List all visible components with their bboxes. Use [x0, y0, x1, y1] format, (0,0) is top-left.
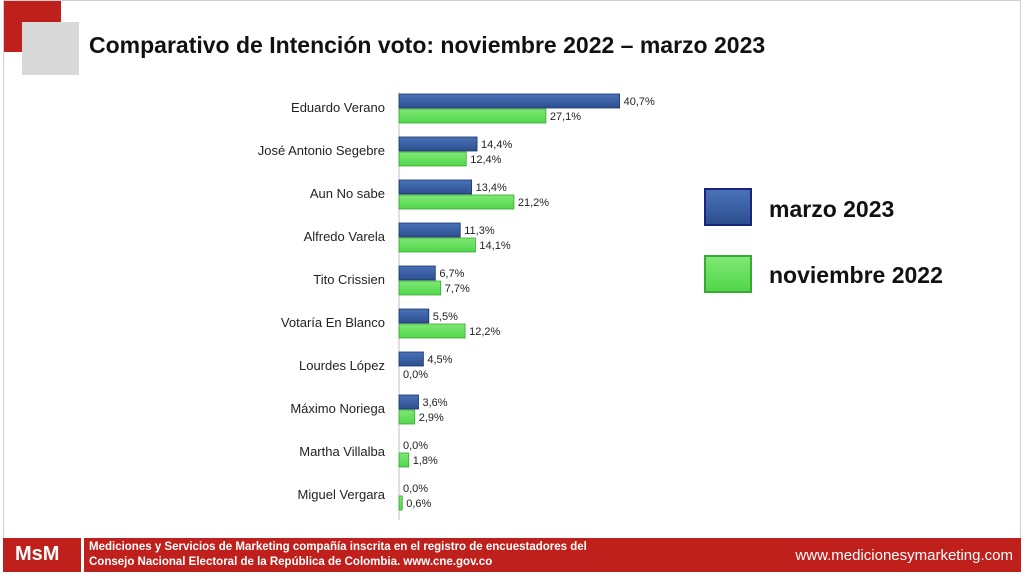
legend-label-noviembre: noviembre 2022	[769, 262, 943, 288]
data-label: 12,2%	[469, 326, 500, 338]
bar-noviembre	[398, 323, 466, 339]
bar-marzo	[398, 179, 473, 195]
category-label: Aun No sabe	[310, 186, 385, 201]
data-label: 14,1%	[479, 240, 510, 252]
legend-swatch-marzo	[704, 188, 752, 226]
bar-noviembre	[398, 409, 416, 425]
bar-noviembre	[398, 151, 467, 167]
bar-marzo	[398, 136, 478, 152]
bar-noviembre	[398, 280, 442, 296]
legend-swatch-noviembre	[704, 255, 752, 293]
data-label: 3,6%	[423, 397, 448, 409]
data-label: 0,0%	[403, 483, 428, 495]
website-link[interactable]: www.medicionesymarketing.com	[795, 547, 1013, 564]
bar-noviembre	[398, 108, 547, 124]
footer-divider	[81, 538, 84, 572]
category-label: Máximo Noriega	[290, 401, 385, 416]
bar-noviembre	[398, 495, 403, 511]
corner-gray-block	[22, 22, 79, 75]
data-label: 27,1%	[550, 111, 581, 123]
bar-noviembre	[398, 452, 410, 468]
category-label: José Antonio Segebre	[258, 143, 385, 158]
data-label: 4,5%	[427, 354, 452, 366]
category-label: Martha Villalba	[299, 444, 386, 459]
chart-title: Comparativo de Intención voto: noviembre…	[89, 32, 766, 58]
category-label: Alfredo Varela	[304, 229, 386, 244]
bar-marzo	[398, 308, 430, 324]
data-label: 7,7%	[445, 283, 470, 295]
bar-marzo	[398, 93, 620, 109]
data-label: 11,3%	[464, 225, 495, 237]
data-label: 40,7%	[624, 96, 655, 108]
bar-noviembre	[398, 194, 515, 210]
bar-marzo	[398, 265, 436, 281]
bar-noviembre	[398, 237, 476, 253]
category-label: Miguel Vergara	[298, 487, 386, 502]
footer-line-1: Mediciones y Servicios de Marketing comp…	[89, 541, 587, 553]
bar-marzo	[398, 351, 424, 367]
data-label: 2,9%	[419, 412, 444, 424]
data-label: 14,4%	[481, 139, 512, 151]
data-label: 12,4%	[470, 154, 501, 166]
data-label: 0,0%	[403, 440, 428, 452]
footer-bar: MsM Mediciones y Servicios de Marketing …	[3, 538, 1021, 572]
bar-marzo	[398, 222, 461, 238]
data-label: 13,4%	[476, 182, 507, 194]
data-label: 1,8%	[413, 455, 438, 467]
footer-line-2: Consejo Nacional Electoral de la Repúbli…	[89, 556, 493, 568]
data-label: 5,5%	[433, 311, 458, 323]
category-label: Tito Crissien	[313, 272, 385, 287]
data-label: 0,6%	[406, 498, 431, 510]
company-logo: MsM	[15, 543, 60, 565]
legend-label-marzo: marzo 2023	[769, 196, 895, 222]
category-label: Votaría En Blanco	[281, 315, 385, 330]
footer-disclaimer: Mediciones y Servicios de Marketing comp…	[89, 540, 587, 570]
bar-marzo	[398, 394, 419, 410]
data-label: 21,2%	[518, 197, 549, 209]
category-label: Eduardo Verano	[291, 100, 385, 115]
data-label: 0,0%	[403, 369, 428, 381]
category-label: Lourdes López	[299, 358, 385, 373]
data-label: 6,7%	[439, 268, 464, 280]
